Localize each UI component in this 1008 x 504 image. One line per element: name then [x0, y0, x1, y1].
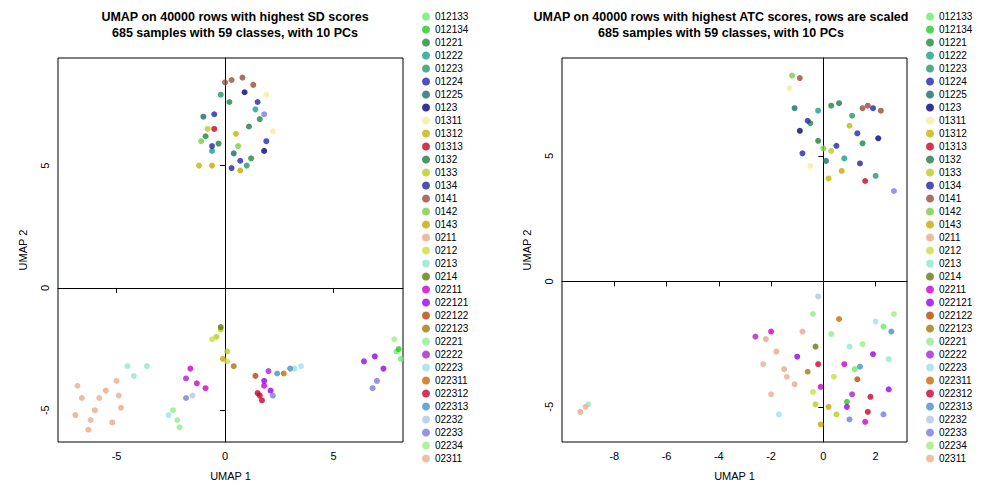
svg-text:UMAP 1: UMAP 1 [210, 470, 251, 482]
svg-text:02232: 02232 [435, 414, 463, 425]
svg-text:01223: 01223 [939, 63, 967, 74]
svg-text:022123: 022123 [939, 323, 973, 334]
svg-text:022123: 022123 [435, 323, 469, 334]
svg-text:UMAP 2: UMAP 2 [17, 230, 29, 271]
svg-text:0123: 0123 [435, 102, 458, 113]
svg-text:0142: 0142 [939, 206, 962, 217]
svg-text:5: 5 [331, 450, 337, 462]
svg-text:02223: 02223 [939, 362, 967, 373]
svg-text:022313: 022313 [435, 401, 469, 412]
svg-text:012133: 012133 [435, 11, 469, 22]
svg-text:022121: 022121 [939, 297, 973, 308]
svg-text:0214: 0214 [939, 271, 962, 282]
svg-text:5: 5 [39, 163, 51, 169]
svg-text:0141: 0141 [939, 193, 962, 204]
svg-text:-5: -5 [112, 450, 122, 462]
svg-text:02221: 02221 [435, 336, 463, 347]
svg-text:01311: 01311 [939, 115, 967, 126]
svg-text:0211: 0211 [939, 232, 961, 243]
svg-text:01225: 01225 [435, 89, 463, 100]
svg-text:0143: 0143 [435, 219, 458, 230]
svg-text:02233: 02233 [435, 427, 463, 438]
svg-text:022311: 022311 [435, 375, 468, 386]
svg-text:02222: 02222 [435, 349, 463, 360]
svg-text:01313: 01313 [435, 141, 463, 152]
svg-text:-8: -8 [609, 450, 619, 462]
svg-text:01225: 01225 [939, 89, 967, 100]
svg-text:01312: 01312 [435, 128, 463, 139]
svg-text:0214: 0214 [435, 271, 458, 282]
svg-text:0213: 0213 [939, 258, 962, 269]
svg-text:0123: 0123 [939, 102, 962, 113]
svg-text:0212: 0212 [939, 245, 962, 256]
svg-text:01222: 01222 [435, 50, 463, 61]
svg-text:0134: 0134 [939, 180, 962, 191]
svg-text:0141: 0141 [435, 193, 458, 204]
svg-text:0: 0 [222, 450, 228, 462]
svg-text:0: 0 [39, 285, 51, 291]
svg-text:01222: 01222 [939, 50, 967, 61]
svg-text:UMAP on 40000 rows with highes: UMAP on 40000 rows with highest SD score… [101, 10, 368, 24]
svg-text:01312: 01312 [939, 128, 967, 139]
svg-text:0212: 0212 [435, 245, 458, 256]
svg-text:01311: 01311 [435, 115, 463, 126]
svg-text:0211: 0211 [435, 232, 457, 243]
svg-text:02211: 02211 [435, 284, 463, 295]
svg-text:-5: -5 [39, 405, 51, 415]
svg-text:012133: 012133 [939, 11, 973, 22]
svg-text:02232: 02232 [939, 414, 967, 425]
svg-text:0213: 0213 [435, 258, 458, 269]
svg-text:01221: 01221 [435, 37, 463, 48]
svg-text:0142: 0142 [435, 206, 458, 217]
svg-text:022311: 022311 [939, 375, 972, 386]
svg-text:02234: 02234 [939, 440, 967, 451]
svg-text:-5: -5 [543, 402, 555, 412]
svg-text:02311: 02311 [435, 453, 463, 464]
svg-text:685 samples with 59 classes, w: 685 samples with 59 classes, with 10 PCs [598, 26, 844, 40]
svg-text:0143: 0143 [939, 219, 962, 230]
svg-text:02223: 02223 [435, 362, 463, 373]
svg-text:02221: 02221 [939, 336, 967, 347]
svg-text:012134: 012134 [435, 24, 469, 35]
svg-text:5: 5 [543, 153, 555, 159]
svg-text:02211: 02211 [939, 284, 967, 295]
svg-text:0133: 0133 [435, 167, 458, 178]
svg-text:02234: 02234 [435, 440, 463, 451]
svg-text:01224: 01224 [435, 76, 463, 87]
svg-text:022313: 022313 [939, 401, 973, 412]
svg-text:022312: 022312 [939, 388, 973, 399]
svg-text:022122: 022122 [435, 310, 469, 321]
svg-text:01221: 01221 [939, 37, 967, 48]
svg-text:0: 0 [543, 278, 555, 284]
svg-text:022122: 022122 [939, 310, 973, 321]
svg-text:02222: 02222 [939, 349, 967, 360]
svg-text:0: 0 [820, 450, 826, 462]
svg-text:685 samples with 59 classes, w: 685 samples with 59 classes, with 10 PCs [112, 26, 358, 40]
svg-text:01224: 01224 [939, 76, 967, 87]
svg-text:-4: -4 [714, 450, 724, 462]
svg-text:022121: 022121 [435, 297, 469, 308]
svg-text:022312: 022312 [435, 388, 469, 399]
svg-text:-6: -6 [662, 450, 672, 462]
svg-text:02311: 02311 [939, 453, 967, 464]
svg-text:0132: 0132 [435, 154, 458, 165]
svg-text:0132: 0132 [939, 154, 962, 165]
svg-text:UMAP 1: UMAP 1 [714, 470, 755, 482]
svg-text:01223: 01223 [435, 63, 463, 74]
svg-text:0134: 0134 [435, 180, 458, 191]
svg-text:02233: 02233 [939, 427, 967, 438]
svg-text:-2: -2 [766, 450, 776, 462]
svg-text:0133: 0133 [939, 167, 962, 178]
svg-text:012134: 012134 [939, 24, 973, 35]
svg-text:01313: 01313 [939, 141, 967, 152]
svg-text:2: 2 [873, 450, 879, 462]
svg-text:UMAP 2: UMAP 2 [521, 230, 533, 271]
svg-text:UMAP on 40000 rows with highes: UMAP on 40000 rows with highest ATC scor… [534, 10, 909, 24]
